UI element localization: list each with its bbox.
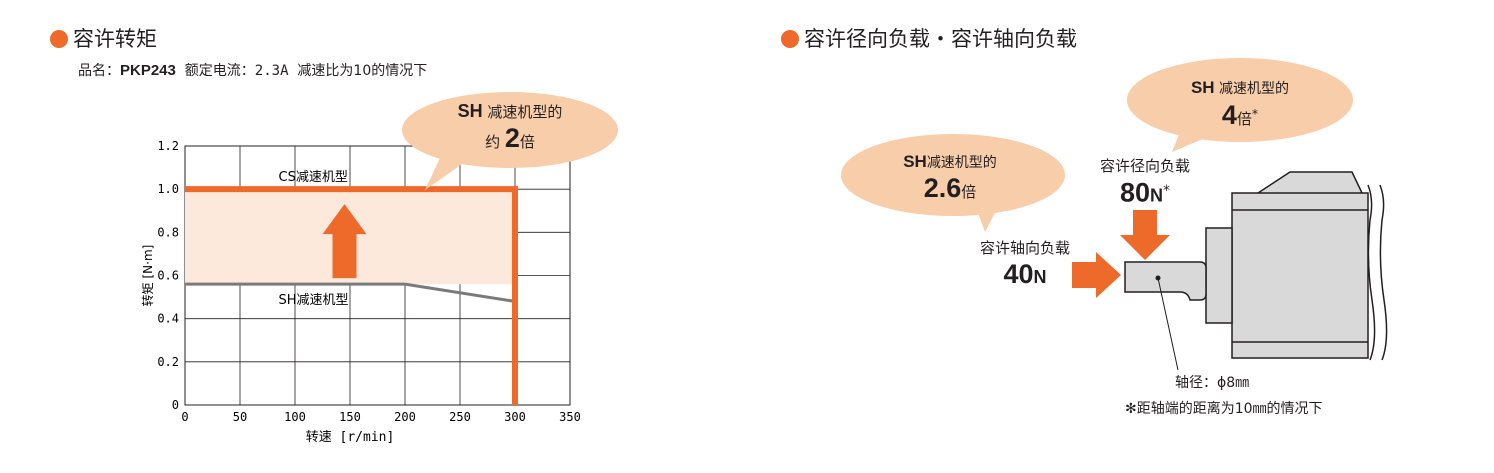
top-bubble-sh: SH <box>1190 78 1215 97</box>
y-tick-label: 0.4 <box>157 312 179 326</box>
left-bubble-text: SH减速机型的 2.6倍 <box>860 152 1040 207</box>
axial-load-label: 容许轴向负载 40N <box>960 238 1090 294</box>
radial-load-arrow-icon <box>1120 210 1170 260</box>
x-tick-label: 200 <box>394 410 416 424</box>
x-tick-label: 50 <box>233 410 247 424</box>
y-tick-label: 0.2 <box>157 355 179 369</box>
cs-series-label: CS减速机型 <box>279 170 348 185</box>
bubble-sh: SH <box>457 101 483 121</box>
torque-title-text: 容许转矩 <box>73 27 157 51</box>
left-bubble-tail <box>975 203 1000 232</box>
footnote: ✻距轴端的距离为10㎜的情况下 <box>1125 401 1323 417</box>
product-name-label: 品名： <box>78 63 120 79</box>
x-tick-label: 100 <box>284 410 306 424</box>
bubble-number: 2 <box>504 123 520 153</box>
torque-chart: 0 50 100 150 200 250 300 350 0 0.2 0.4 0.6 0.8 1.0 1.2… <box>140 92 618 445</box>
bubble-line1: 减速机型的 <box>487 103 563 121</box>
speech-bubble-tail <box>425 158 465 190</box>
y-tick-label: 1.0 <box>157 182 179 196</box>
axial-load-text: 容许轴向负载 <box>979 239 1070 257</box>
radial-load-label: 容许径向负载 80N* <box>1080 156 1210 211</box>
shaft-point <box>1155 275 1161 281</box>
shaft-diameter-label: 轴径：ϕ8㎜ <box>1175 375 1250 391</box>
x-axis-label: 转速 [r/min] <box>306 430 395 445</box>
y-tick-label: 0 <box>172 398 179 412</box>
top-bubble-tail <box>1172 132 1205 152</box>
left-bubble-suffix: 倍 <box>961 183 977 201</box>
speech-bubble <box>402 92 618 168</box>
motor-break-line-2 <box>1379 184 1388 361</box>
cs-series-line <box>185 186 518 405</box>
radial-load-unit: N <box>1150 185 1164 206</box>
y-tick-label: 0.6 <box>157 269 179 283</box>
radial-load-mark: * <box>1163 183 1171 199</box>
bubble-suffix: 倍 <box>519 133 535 151</box>
top-bubble-mark: * <box>1251 106 1259 121</box>
chart-subtitle: 品名：PKP243 额定电流：2.3A 减速比为10的情况下 <box>78 60 427 80</box>
y-axis-label: 转矩 [N·m] <box>140 245 155 307</box>
torque-bubble-text: SH 减速机型的 约 2倍 <box>420 100 600 157</box>
x-tick-label: 0 <box>181 410 188 424</box>
load-title-text: 容许径向负载・容许轴向负载 <box>804 27 1077 51</box>
torque-section-title: 容许转矩 <box>50 27 157 51</box>
up-arrow-icon <box>322 204 367 279</box>
left-bubble-sh: SH <box>903 152 927 171</box>
bullet-dot-icon <box>50 30 68 48</box>
product-name: PKP243 <box>120 62 176 79</box>
motor-flange <box>1205 227 1233 324</box>
sh-series-label: SH减速机型 <box>279 293 349 308</box>
chart-ticks: 0 50 100 150 200 250 300 350 0 0.2 0.4 0.6 0.8 1.0 1.2 <box>157 139 581 424</box>
motor-body <box>1231 192 1369 359</box>
motor-break-line <box>1367 184 1376 361</box>
x-tick-label: 300 <box>504 410 526 424</box>
y-tick-label: 0.8 <box>157 225 179 239</box>
rated-current: 额定电流：2.3A <box>184 63 289 79</box>
chart-series <box>185 186 518 405</box>
motor-shaft <box>1124 261 1207 301</box>
left-bubble-number: 2.6 <box>923 173 962 203</box>
radial-load-number: 80 <box>1119 177 1151 208</box>
bullet-dot-icon <box>781 30 799 48</box>
top-bubble-number: 4 <box>1221 100 1237 130</box>
top-bubble-text: SH 减速机型的 4倍* <box>1150 78 1330 134</box>
left-bubble-line1: 减速机型的 <box>926 155 997 171</box>
top-bubble-line1: 减速机型的 <box>1219 81 1290 97</box>
sh-series-line <box>185 282 516 303</box>
top-bubble-suffix: 倍 <box>1236 110 1252 128</box>
shaft-leader-line <box>1157 277 1179 371</box>
motor-top-cap <box>1257 171 1363 194</box>
x-tick-label: 250 <box>449 410 471 424</box>
axial-load-unit: N <box>1033 267 1047 287</box>
x-tick-label: 350 <box>559 410 581 424</box>
reduction-condition: 减速比为10的情况下 <box>297 63 428 79</box>
axial-load-number: 40 <box>1003 259 1034 289</box>
x-tick-label: 150 <box>339 410 361 424</box>
y-tick-label: 1.2 <box>157 139 179 153</box>
load-section-title: 容许径向负载・容许轴向负载 <box>781 27 1077 51</box>
radial-load-text: 容许径向负载 <box>1099 157 1190 175</box>
bubble-prefix: 约 <box>485 133 501 151</box>
